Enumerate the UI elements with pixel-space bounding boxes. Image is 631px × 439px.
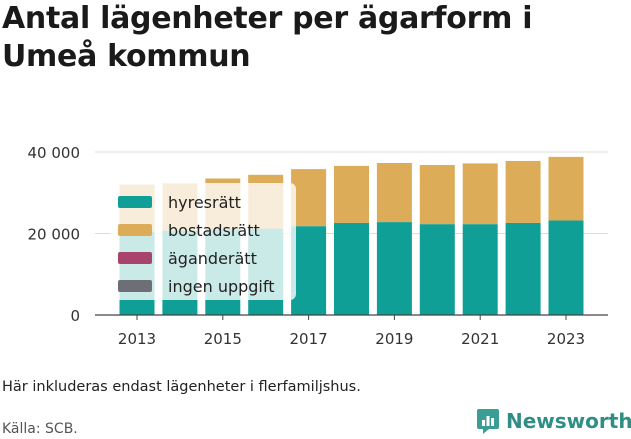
legend-swatch bbox=[118, 280, 152, 292]
bar-segment bbox=[376, 222, 412, 315]
brand-name: Newsworthy bbox=[506, 409, 631, 433]
legend-label: äganderätt bbox=[168, 249, 257, 268]
bar-segment bbox=[334, 222, 369, 315]
chart-title: Antal lägenheter per ägarform i Umeå kom… bbox=[2, 1, 533, 74]
bar-segment bbox=[419, 224, 455, 315]
y-tick-label: 20 000 bbox=[28, 226, 81, 244]
x-tick-label: 2015 bbox=[204, 330, 242, 348]
bar-segment bbox=[334, 165, 369, 223]
legend-label: ingen uppgift bbox=[168, 277, 275, 296]
bar-segment bbox=[419, 165, 455, 225]
y-tick-label: 0 bbox=[70, 307, 80, 325]
legend-background bbox=[110, 183, 296, 300]
newsworthy-logo-icon bbox=[477, 409, 499, 434]
bar-segment bbox=[548, 156, 584, 221]
x-axis: 2013 2015 2017 2019 2021 2023 bbox=[95, 314, 608, 348]
bar-segment bbox=[376, 163, 412, 223]
x-tick-label: 2017 bbox=[290, 330, 328, 348]
x-tick-label: 2013 bbox=[118, 330, 156, 348]
legend-swatch bbox=[118, 196, 152, 208]
bar-segment bbox=[462, 163, 498, 225]
bar-segment bbox=[291, 226, 327, 315]
legend-label: bostadsrätt bbox=[168, 221, 260, 240]
y-axis: 0 20 000 40 000 bbox=[28, 144, 81, 325]
x-tick-label: 2021 bbox=[461, 330, 499, 348]
legend-label: hyresrätt bbox=[168, 193, 241, 212]
bar-segment bbox=[548, 220, 584, 315]
bar-segment bbox=[505, 160, 541, 223]
x-tick-label: 2019 bbox=[375, 330, 413, 348]
stacked-bar-chart: 0 20 000 40 000 2013 2015 2017 2019 2021 2023 h… bbox=[28, 144, 608, 348]
y-tick-label: 40 000 bbox=[28, 144, 81, 162]
bar-segment bbox=[462, 224, 498, 315]
x-tick-label: 2023 bbox=[547, 330, 585, 348]
legend-swatch bbox=[118, 224, 152, 236]
brand-logo[interactable]: Newsworthy bbox=[476, 407, 631, 435]
legend[interactable]: hyresrätt bostadsrätt äganderätt ingen uppg… bbox=[110, 183, 296, 300]
legend-swatch bbox=[118, 252, 152, 264]
bar-segment bbox=[291, 169, 327, 227]
bar-segment bbox=[505, 222, 541, 315]
source-label: Källa: SCB. bbox=[2, 421, 78, 437]
footnote: Här inkluderas endast lägenheter i flerf… bbox=[2, 379, 361, 395]
